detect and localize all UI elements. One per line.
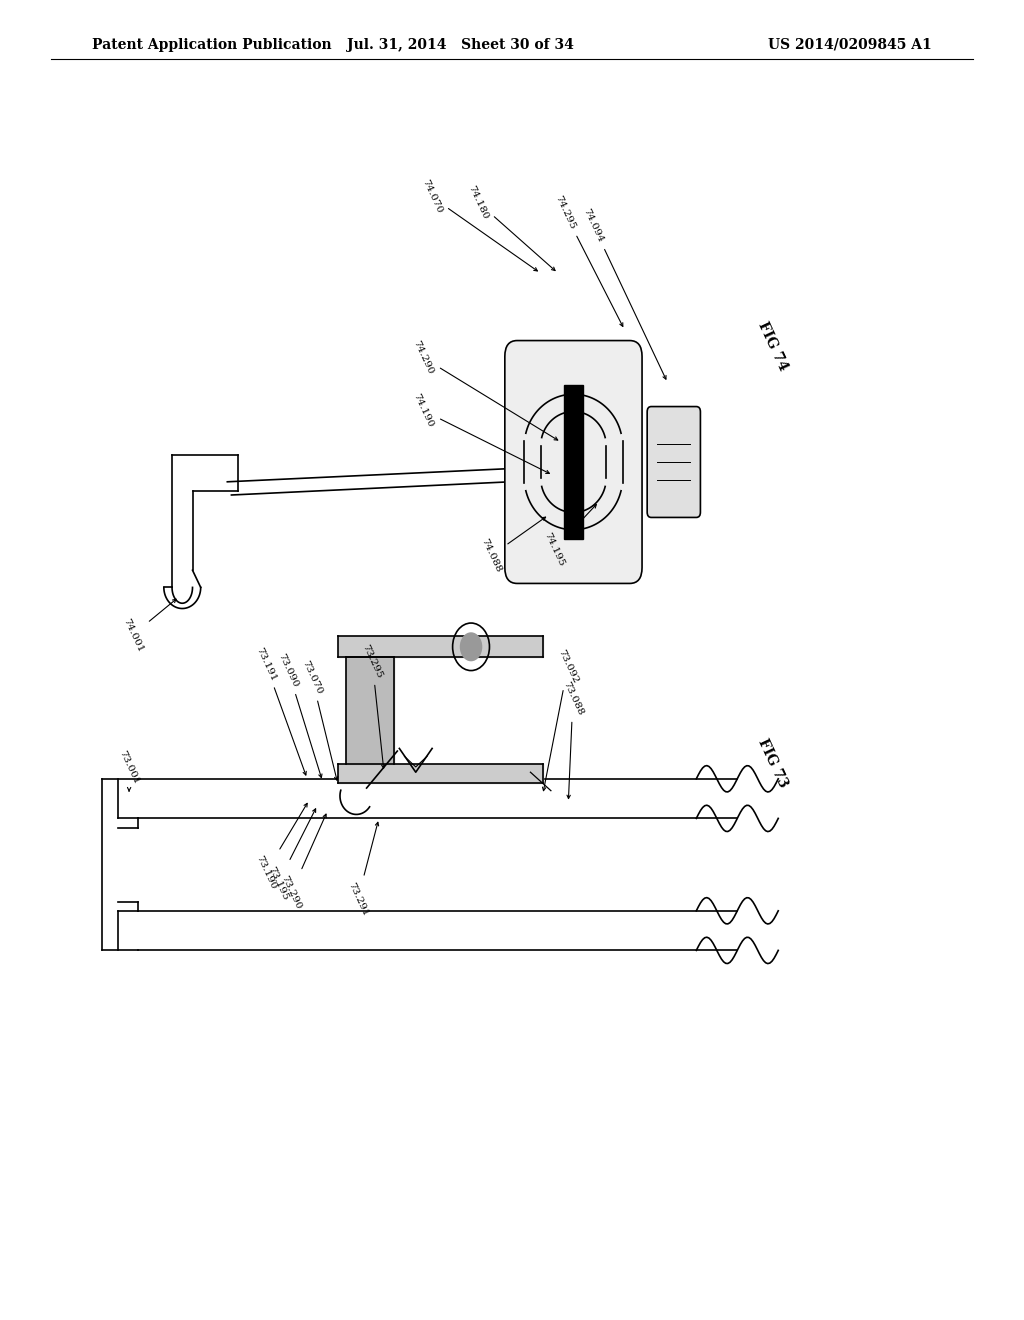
Text: 73.070: 73.070 — [300, 659, 338, 780]
Text: 74.290: 74.290 — [412, 339, 558, 440]
Text: 74.094: 74.094 — [582, 207, 666, 379]
Text: 73.291: 73.291 — [346, 822, 379, 917]
Text: 73.190: 73.190 — [254, 804, 307, 891]
Text: 74.190: 74.190 — [412, 392, 549, 474]
Text: FIG 73: FIG 73 — [756, 737, 791, 789]
FancyBboxPatch shape — [647, 407, 700, 517]
Text: 73.195: 73.195 — [266, 809, 315, 902]
Text: Jul. 31, 2014   Sheet 30 of 34: Jul. 31, 2014 Sheet 30 of 34 — [347, 38, 574, 51]
FancyBboxPatch shape — [505, 341, 642, 583]
Text: 73.001: 73.001 — [118, 748, 141, 791]
Text: 73.088: 73.088 — [561, 680, 585, 799]
Text: 73.191: 73.191 — [254, 645, 306, 775]
Text: 74.295: 74.295 — [553, 194, 623, 326]
Text: US 2014/0209845 A1: US 2014/0209845 A1 — [768, 38, 932, 51]
Text: 73.092: 73.092 — [543, 648, 580, 791]
Circle shape — [460, 632, 482, 661]
Bar — [564, 385, 583, 539]
Text: 74.070: 74.070 — [420, 178, 538, 271]
Text: 73.290: 73.290 — [280, 814, 327, 911]
Text: 74.001: 74.001 — [121, 599, 176, 653]
Text: 73.295: 73.295 — [360, 643, 385, 768]
Text: Patent Application Publication: Patent Application Publication — [92, 38, 332, 51]
Text: 73.090: 73.090 — [276, 652, 322, 777]
Text: 74.180: 74.180 — [466, 183, 555, 271]
Text: 74.088: 74.088 — [479, 517, 546, 574]
Text: 74.195: 74.195 — [543, 504, 596, 568]
Text: FIG 74: FIG 74 — [756, 319, 791, 372]
